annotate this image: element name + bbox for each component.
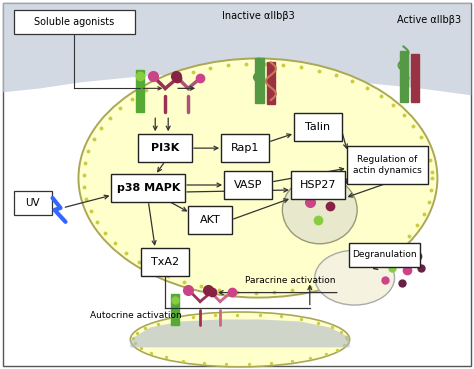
Text: AKT: AKT [200,215,220,225]
FancyBboxPatch shape [3,3,471,366]
Ellipse shape [283,176,357,244]
Text: UV: UV [25,198,40,208]
FancyBboxPatch shape [141,248,189,276]
Ellipse shape [79,58,438,297]
FancyBboxPatch shape [14,10,135,34]
Bar [171,294,179,325]
Text: Autocrine activation: Autocrine activation [91,311,182,320]
FancyBboxPatch shape [294,113,342,141]
FancyBboxPatch shape [138,134,192,162]
FancyBboxPatch shape [349,243,420,267]
Polygon shape [130,320,350,347]
FancyBboxPatch shape [224,171,272,199]
Text: Active αIIbβ3: Active αIIbβ3 [397,15,462,25]
Text: PI3K: PI3K [151,143,179,153]
Text: HSP27: HSP27 [300,180,336,190]
FancyBboxPatch shape [111,174,185,202]
FancyBboxPatch shape [291,171,345,199]
Polygon shape [3,3,471,95]
FancyBboxPatch shape [346,146,428,184]
Bar [400,51,409,102]
Text: Rap1: Rap1 [231,143,259,153]
FancyBboxPatch shape [221,134,269,162]
FancyBboxPatch shape [14,191,52,215]
FancyBboxPatch shape [188,206,232,234]
Text: Inactive αIIbβ3: Inactive αIIbβ3 [221,11,294,21]
Ellipse shape [315,250,394,305]
Bar [137,70,144,112]
Text: Regulation of
actin dynamics: Regulation of actin dynamics [353,155,422,175]
Bar [411,55,419,102]
Text: Talin: Talin [305,122,330,132]
Text: Degranulation: Degranulation [352,250,417,259]
Text: p38 MAPK: p38 MAPK [117,183,180,193]
Text: Paracrine activation: Paracrine activation [245,276,335,285]
Bar [267,62,275,104]
Ellipse shape [130,312,350,367]
Text: Soluble agonists: Soluble agonists [34,17,115,27]
Bar [255,58,264,103]
Text: VASP: VASP [234,180,262,190]
Text: TxA2: TxA2 [151,257,179,267]
